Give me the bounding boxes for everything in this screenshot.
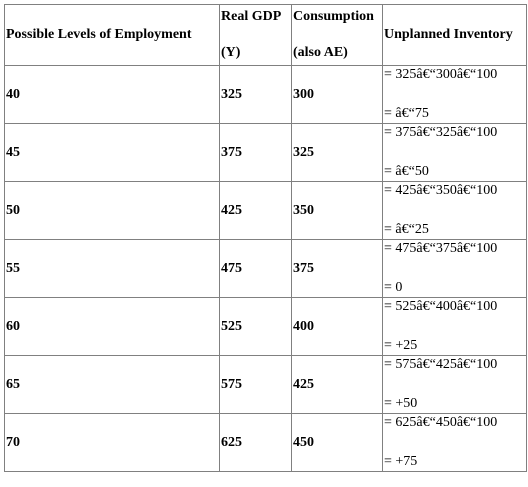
- cell-real-gdp: 525: [219, 297, 292, 356]
- inventory-result: = +75: [384, 454, 418, 469]
- header-row: Possible Levels of Employment Real GDP (…: [4, 4, 527, 66]
- table-row: 60 525 400 = 525â€“400â€“100 = +25: [4, 297, 527, 356]
- cell-employment: 50: [4, 181, 220, 240]
- cell-real-gdp: 625: [219, 413, 292, 472]
- table-row: 40 325 300 = 325â€“300â€“100 = â€“75: [4, 65, 527, 124]
- cell-unplanned-inventory: = 375â€“325â€“100 = â€“50: [382, 123, 527, 182]
- cell-employment: 55: [4, 239, 220, 298]
- header-real-gdp-line1: Real GDP: [221, 9, 282, 24]
- inventory-formula: = 425â€“350â€“100: [384, 183, 498, 198]
- cell-consumption: 325: [291, 123, 383, 182]
- table-header: Possible Levels of Employment Real GDP (…: [4, 4, 527, 66]
- header-employment: Possible Levels of Employment: [4, 4, 220, 66]
- inventory-result: = +25: [384, 338, 418, 353]
- header-real-gdp: Real GDP (Y): [219, 4, 292, 66]
- cell-unplanned-inventory: = 525â€“400â€“100 = +25: [382, 297, 527, 356]
- cell-consumption: 300: [291, 65, 383, 124]
- cell-employment: 70: [4, 413, 220, 472]
- cell-real-gdp: 375: [219, 123, 292, 182]
- inventory-result: = +50: [384, 396, 418, 411]
- inventory-formula: = 525â€“400â€“100: [384, 299, 498, 314]
- cell-employment: 60: [4, 297, 220, 356]
- cell-unplanned-inventory: = 575â€“425â€“100 = +50: [382, 355, 527, 414]
- cell-employment: 40: [4, 65, 220, 124]
- header-real-gdp-line2: (Y): [221, 45, 241, 60]
- inventory-formula: = 475â€“375â€“100: [384, 241, 498, 256]
- cell-consumption: 425: [291, 355, 383, 414]
- inventory-result: = 0: [384, 280, 403, 295]
- inventory-result: = â€“50: [384, 164, 429, 179]
- inventory-formula: = 325â€“300â€“100: [384, 67, 498, 82]
- table-row: 50 425 350 = 425â€“350â€“100 = â€“25: [4, 181, 527, 240]
- header-consumption: Consumption (also AE): [291, 4, 383, 66]
- inventory-result: = â€“25: [384, 222, 429, 237]
- header-consumption-line2: (also AE): [293, 45, 348, 60]
- inventory-result: = â€“75: [384, 106, 429, 121]
- inventory-formula: = 575â€“425â€“100: [384, 357, 498, 372]
- cell-real-gdp: 425: [219, 181, 292, 240]
- cell-real-gdp: 575: [219, 355, 292, 414]
- cell-unplanned-inventory: = 625â€“450â€“100 = +75: [382, 413, 527, 472]
- header-unplanned-inventory: Unplanned Inventory: [382, 4, 527, 66]
- cell-unplanned-inventory: = 425â€“350â€“100 = â€“25: [382, 181, 527, 240]
- cell-consumption: 375: [291, 239, 383, 298]
- table-body: 40 325 300 = 325â€“300â€“100 = â€“75 45 …: [4, 65, 527, 472]
- cell-consumption: 350: [291, 181, 383, 240]
- inventory-formula: = 375â€“325â€“100: [384, 125, 498, 140]
- table-row: 55 475 375 = 475â€“375â€“100 = 0: [4, 239, 527, 298]
- table-row: 70 625 450 = 625â€“450â€“100 = +75: [4, 413, 527, 472]
- cell-unplanned-inventory: = 475â€“375â€“100 = 0: [382, 239, 527, 298]
- cell-employment: 65: [4, 355, 220, 414]
- cell-unplanned-inventory: = 325â€“300â€“100 = â€“75: [382, 65, 527, 124]
- table-row: 65 575 425 = 575â€“425â€“100 = +50: [4, 355, 527, 414]
- cell-employment: 45: [4, 123, 220, 182]
- inventory-formula: = 625â€“450â€“100: [384, 415, 498, 430]
- cell-real-gdp: 475: [219, 239, 292, 298]
- cell-real-gdp: 325: [219, 65, 292, 124]
- header-consumption-line1: Consumption: [293, 9, 374, 24]
- table-row: 45 375 325 = 375â€“325â€“100 = â€“50: [4, 123, 527, 182]
- cell-consumption: 400: [291, 297, 383, 356]
- cell-consumption: 450: [291, 413, 383, 472]
- inventory-table: Possible Levels of Employment Real GDP (…: [4, 4, 527, 472]
